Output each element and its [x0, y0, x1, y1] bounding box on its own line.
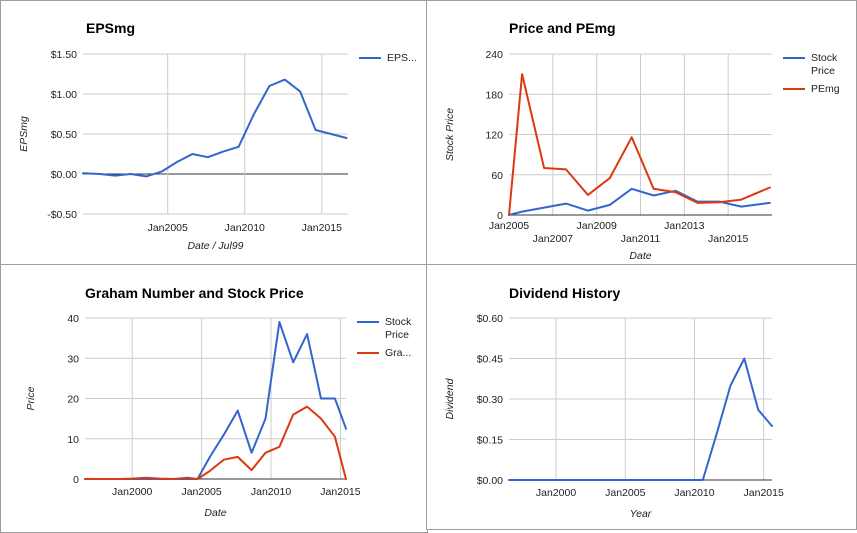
graham-x-tick-label: Jan2010: [251, 486, 291, 498]
price_pe-chart-title: Price and PEmg: [509, 20, 616, 36]
price_pe-x-tick-label: Jan2005: [489, 220, 529, 232]
graham-y-tick-label: 0: [73, 474, 79, 486]
eps-series-line-eps: [82, 78, 348, 178]
price_pe-x-tick-label: Jan2011: [621, 233, 661, 245]
dividend-y-axis-label: Dividend: [444, 377, 456, 419]
graham-y-tick-label: 30: [67, 353, 79, 365]
price_pe-x-tick-label: Jan2009: [577, 220, 617, 232]
graham-y-tick-label: 10: [67, 434, 79, 446]
graham-series-line-stock-price: [84, 321, 347, 480]
graham-x-tick-label: Jan2005: [181, 486, 221, 498]
graham-series-line-gra: [84, 405, 347, 480]
price_pe-x-tick-label: Jan2013: [664, 220, 704, 232]
graham-chart: 0 10 20 30 40 Jan2000 Jan2005 Jan2010 Jan2015 Gra…: [25, 285, 412, 519]
price_pe-legend-item-stock-price: Stock Price: [783, 52, 838, 77]
dividend-x-tick-label: Jan2005: [605, 487, 645, 499]
dividend-x-tick-label: Jan2010: [674, 487, 714, 499]
eps-legend-item-eps: EPS...: [359, 52, 417, 64]
price_pe-y-axis-label: Stock Price: [444, 108, 456, 161]
dividend-chart-title: Dividend History: [509, 285, 620, 301]
price_pe-y-tick-label: 120: [485, 130, 503, 142]
eps-y-axis-label: EPSmg: [18, 116, 30, 152]
graham-x-tick-label: Jan2015: [320, 486, 360, 498]
eps-y-tick-label: $0.00: [51, 169, 77, 181]
eps-chart-title: EPSmg: [86, 20, 135, 36]
dividend-y-tick-label: $0.60: [477, 313, 503, 325]
eps-legend-label: EPS...: [387, 52, 417, 64]
dividend-x-axis-label: Year: [630, 508, 652, 520]
price_pe-y-tick-label: 240: [485, 49, 503, 61]
dividend-series-line-dividend: [508, 357, 773, 481]
price_pe-y-tick-label: 180: [485, 89, 503, 101]
price_pe-legend-label: Stock Price: [811, 52, 838, 77]
dividend-y-tick-label: $0.00: [477, 475, 503, 487]
price_pe-series-line-pemg: [508, 73, 771, 216]
price-pe-chart-panel: 0 60 120 180 240 Jan2005 Jan2007 Jan2009 Jan2011…: [426, 0, 857, 266]
price-pe-chart: 0 60 120 180 240 Jan2005 Jan2007 Jan2009 Jan2011…: [444, 20, 840, 262]
graham-chart-panel: 0 10 20 30 40 Jan2000 Jan2005 Jan2010 Jan2015 Gra…: [0, 264, 428, 533]
graham-legend-item-gra: Gra...: [357, 347, 411, 359]
dividend-y-tick-label: $0.15: [477, 435, 503, 447]
eps-y-tick-label: $1.00: [51, 89, 77, 101]
graham-y-tick-label: 20: [67, 394, 79, 406]
eps-x-tick-label: Jan2005: [148, 222, 188, 234]
dividend-chart-panel: $0.00 $0.15 $0.30 $0.45 $0.60 Jan2000 Jan2005 J…: [426, 264, 857, 530]
price_pe-y-tick-label: 0: [497, 210, 503, 222]
graham-y-tick-label: 40: [67, 313, 79, 325]
eps-y-tick-label: $1.50: [51, 49, 77, 61]
price_pe-legend-label: PEmg: [811, 83, 840, 95]
price_pe-legend-item-pemg: PEmg: [783, 83, 840, 95]
eps-chart-panel: -$0.50 $0.00 $0.50 $1.00 $1.50 Jan2005 Jan2010…: [0, 0, 428, 266]
eps-x-tick-label: Jan2010: [225, 222, 265, 234]
graham-legend-item-stock-price: Stock Price: [357, 316, 412, 341]
graham-x-axis-label: Date: [204, 507, 226, 519]
eps-y-tick-label: -$0.50: [47, 209, 77, 221]
graham-legend-label: Stock Price: [385, 316, 412, 341]
graham-legend-label: Gra...: [385, 347, 411, 359]
graham-y-axis-label: Price: [25, 386, 37, 410]
dividend-y-tick-label: $0.45: [477, 354, 503, 366]
dividend-x-tick-label: Jan2000: [536, 487, 576, 499]
eps-x-tick-label: Jan2015: [302, 222, 342, 234]
graham-chart-title: Graham Number and Stock Price: [85, 285, 304, 301]
eps-x-axis-label: Date / Jul99: [187, 240, 243, 252]
eps-chart: -$0.50 $0.00 $0.50 $1.00 $1.50 Jan2005 Jan2010…: [18, 20, 417, 252]
price_pe-x-axis-label: Date: [629, 250, 651, 262]
dividend-chart: $0.00 $0.15 $0.30 $0.45 $0.60 Jan2000 Jan2005 J…: [444, 285, 784, 520]
eps-y-tick-label: $0.50: [51, 129, 77, 141]
price_pe-x-tick-label: Jan2007: [533, 233, 573, 245]
dividend-y-tick-label: $0.30: [477, 394, 503, 406]
price_pe-x-tick-label: Jan2015: [708, 233, 748, 245]
price_pe-y-tick-label: 60: [491, 170, 503, 182]
dividend-x-tick-label: Jan2015: [744, 487, 784, 499]
graham-x-tick-label: Jan2000: [112, 486, 152, 498]
